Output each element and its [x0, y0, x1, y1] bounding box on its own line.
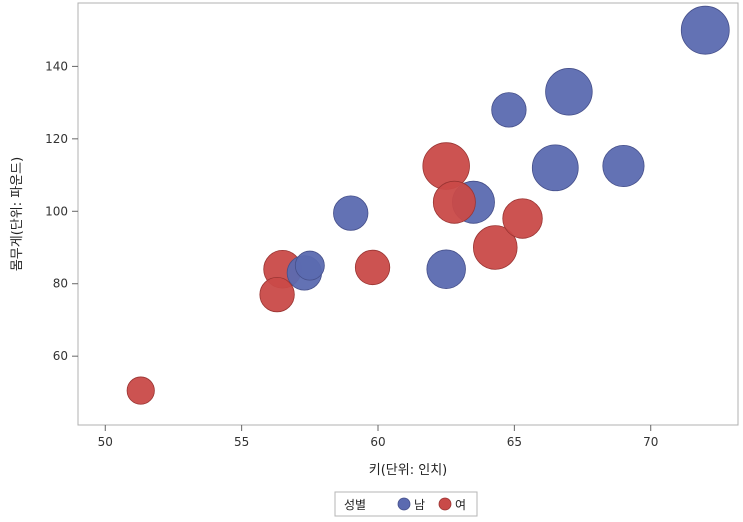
- x-tick-label: 55: [234, 435, 249, 449]
- x-tick-label: 70: [643, 435, 658, 449]
- legend-marker-female: [438, 497, 452, 511]
- legend-label-female: 여: [455, 498, 466, 512]
- legend-marker-male: [397, 497, 411, 511]
- y-axis-label: 몸무게(단위: 파운드): [10, 157, 25, 271]
- legend: 성별 남 여: [334, 491, 478, 517]
- plot-frame: [77, 2, 739, 426]
- x-tick-label: 60: [370, 435, 385, 449]
- bubble-male: [680, 5, 730, 55]
- legend-title: 성별: [344, 498, 366, 512]
- y-tick-label: 120: [45, 132, 68, 146]
- x-tick-label: 65: [507, 435, 522, 449]
- y-tick-label: 80: [53, 277, 68, 291]
- bubble-male: [491, 92, 527, 128]
- bubble-layer: [126, 5, 730, 405]
- y-tick-label: 140: [45, 59, 68, 73]
- x-tick-label: 50: [98, 435, 113, 449]
- bubble-female: [354, 249, 391, 286]
- bubble-female: [502, 198, 543, 239]
- bubble-male: [531, 144, 579, 192]
- bubble-female: [473, 225, 518, 270]
- legend-label-male: 남: [414, 498, 425, 512]
- bubble-female: [432, 180, 476, 224]
- bubble-male: [426, 249, 466, 289]
- bubble-male: [333, 195, 369, 231]
- x-axis-ticks: 50 55 60 65 70: [98, 425, 658, 449]
- y-axis-ticks: 60 80 100 120 140: [45, 59, 78, 363]
- bubble-male: [545, 68, 593, 116]
- bubble-female: [422, 142, 470, 190]
- bubble-female: [259, 276, 295, 313]
- y-tick-label: 60: [53, 349, 68, 363]
- y-tick-label: 100: [45, 204, 68, 218]
- bubble-male: [294, 250, 325, 281]
- bubble-male: [602, 144, 645, 188]
- bubble-female: [126, 376, 155, 405]
- x-axis-label: 키(단위: 인치): [369, 463, 447, 478]
